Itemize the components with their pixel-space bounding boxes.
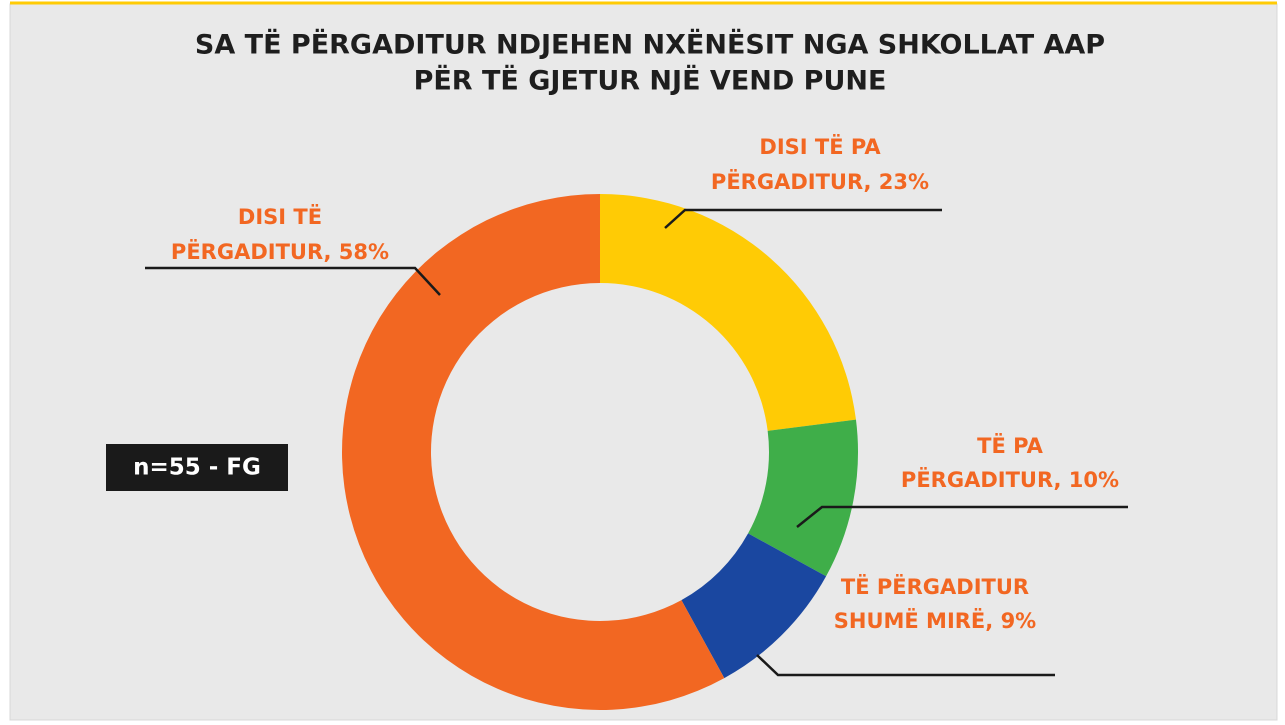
data-label: PËRGADITUR, 58% (171, 239, 389, 264)
leader-line (796, 505, 1128, 528)
note-box (106, 444, 288, 491)
data-label: DISI TË (238, 204, 322, 229)
data-label: DISI TË PA (759, 134, 881, 159)
leader-line (756, 654, 1055, 677)
chart-title: PËR TË GJETUR NJË VEND PUNE (414, 65, 887, 97)
chart-title: SA TË PËRGADITUR NDJEHEN NXËNËSIT NGA SH… (195, 29, 1105, 61)
data-label: PËRGADITUR, 10% (901, 467, 1119, 492)
donut-segment (341, 194, 725, 711)
data-label: SHUMË MIRË, 9% (834, 608, 1036, 633)
data-label: TË PËRGADITUR (841, 574, 1029, 599)
annotation: n=55 - FG (133, 455, 261, 481)
data-label: PËRGADITUR, 23% (711, 169, 929, 194)
donut-segment (600, 194, 856, 431)
leader-line (145, 266, 441, 296)
donut-segment (681, 533, 827, 679)
leader-line (664, 208, 942, 229)
data-label: TË PA (977, 433, 1043, 458)
panel (9, 3, 1278, 721)
donut-segment (748, 419, 858, 577)
